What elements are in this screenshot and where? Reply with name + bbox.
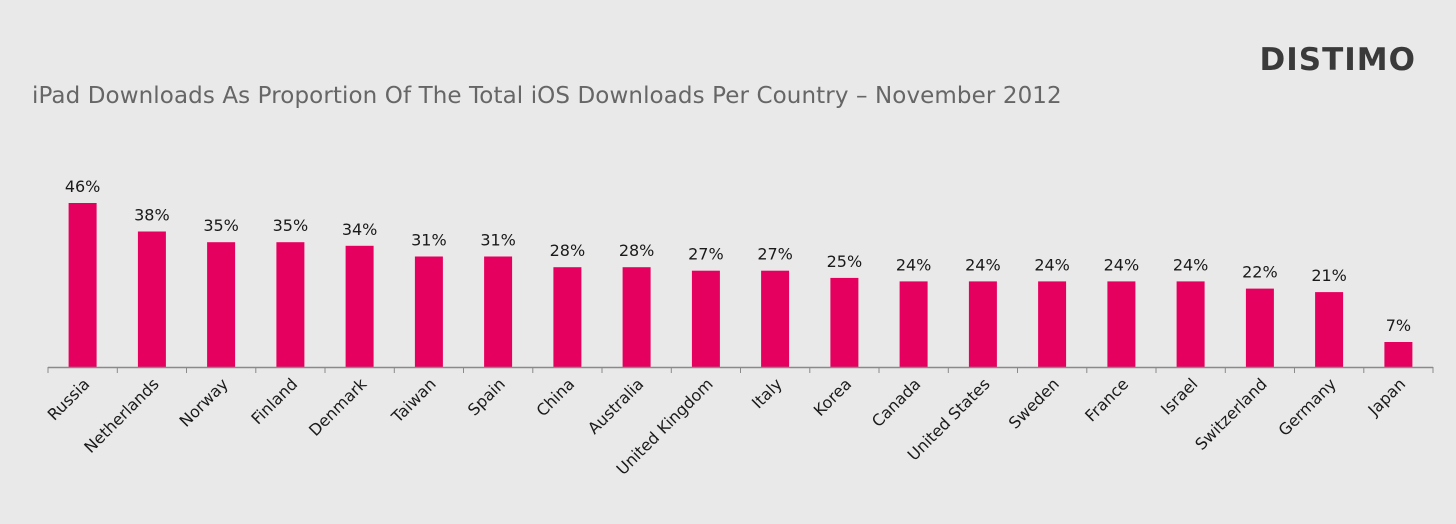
category-label: Israel bbox=[1157, 374, 1201, 418]
value-label: 46% bbox=[65, 177, 101, 196]
category-label: Sweden bbox=[1005, 374, 1063, 432]
value-label: 25% bbox=[827, 252, 863, 271]
bar-japan bbox=[1384, 342, 1413, 367]
bar-switzerland bbox=[1245, 288, 1274, 367]
bar-united-kingdom bbox=[691, 270, 720, 367]
category-label: Finland bbox=[247, 374, 301, 428]
category-label: Korea bbox=[810, 374, 856, 420]
bar-china bbox=[553, 267, 582, 367]
category-label: Australia bbox=[584, 374, 647, 437]
value-label: 24% bbox=[1034, 255, 1070, 274]
value-label: 31% bbox=[411, 231, 447, 250]
value-label: 35% bbox=[273, 216, 309, 235]
category-label: France bbox=[1081, 374, 1132, 425]
value-label: 21% bbox=[1311, 266, 1347, 285]
value-label: 22% bbox=[1242, 263, 1278, 282]
value-label: 35% bbox=[203, 216, 239, 235]
bar-korea bbox=[830, 277, 859, 367]
value-label: 28% bbox=[619, 241, 655, 260]
bar-canada bbox=[899, 281, 928, 367]
bar-israel bbox=[1176, 281, 1205, 367]
category-label: Netherlands bbox=[80, 374, 162, 456]
value-label: 24% bbox=[1173, 255, 1209, 274]
bar-taiwan bbox=[414, 256, 443, 367]
value-label: 31% bbox=[480, 231, 516, 250]
value-label: 24% bbox=[896, 255, 932, 274]
category-label: Russia bbox=[44, 374, 94, 424]
value-label: 27% bbox=[688, 245, 724, 264]
category-label: China bbox=[532, 374, 578, 420]
bar-finland bbox=[276, 242, 305, 367]
value-label: 24% bbox=[965, 255, 1001, 274]
chart-title: iPad Downloads As Proportion Of The Tota… bbox=[32, 83, 1062, 109]
value-label: 28% bbox=[550, 241, 586, 260]
value-label: 7% bbox=[1386, 316, 1411, 335]
bar-france bbox=[1107, 281, 1136, 367]
bar-italy bbox=[761, 270, 790, 367]
category-label: Japan bbox=[1364, 374, 1410, 420]
bar-netherlands bbox=[137, 231, 166, 367]
distimo-logo: DISTIMO bbox=[1259, 42, 1416, 78]
category-label: Canada bbox=[868, 374, 924, 430]
category-label: Spain bbox=[464, 374, 509, 419]
value-label: 27% bbox=[757, 245, 793, 264]
value-labels-layer: 46% 38% 35% 35% 34% 31% 31% 28% 28% 27% 27% 25% 24% 2… bbox=[65, 177, 1411, 335]
bar-germany bbox=[1315, 292, 1344, 367]
bar-norway bbox=[207, 242, 236, 367]
bar-sweden bbox=[1038, 281, 1067, 367]
category-label: Denmark bbox=[305, 374, 371, 440]
category-label: Italy bbox=[748, 374, 786, 412]
category-label: Switzerland bbox=[1191, 374, 1270, 453]
category-label: Norway bbox=[176, 374, 232, 430]
bar-united-states bbox=[968, 281, 997, 367]
value-label: 24% bbox=[1104, 255, 1140, 274]
bar-australia bbox=[622, 267, 651, 367]
bar-spain bbox=[484, 256, 513, 367]
value-label: 38% bbox=[134, 206, 170, 225]
category-label: Germany bbox=[1274, 374, 1339, 439]
bar-denmark bbox=[345, 245, 374, 367]
bars-layer bbox=[47, 203, 1434, 373]
bar-russia bbox=[68, 203, 97, 367]
value-label: 34% bbox=[342, 220, 378, 239]
category-label: Taiwan bbox=[387, 374, 440, 427]
